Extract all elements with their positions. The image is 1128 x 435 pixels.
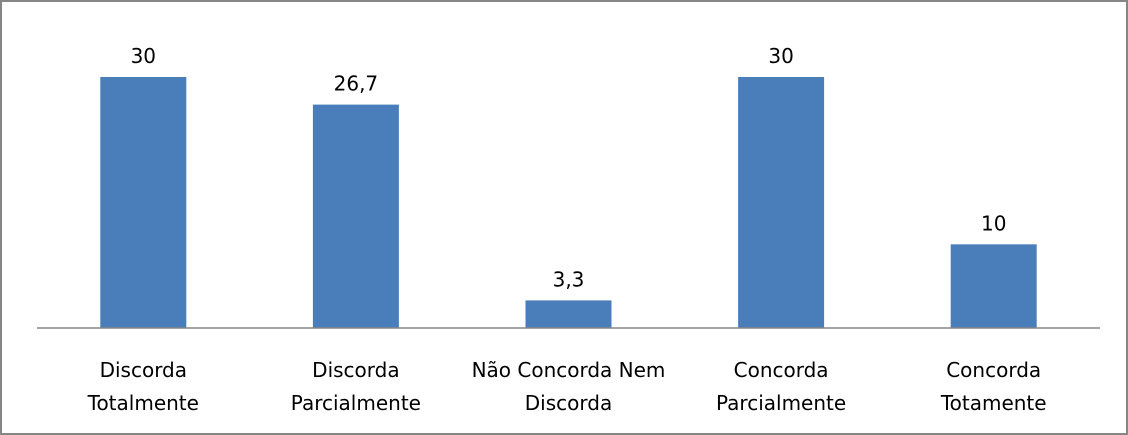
bars-layer <box>100 77 1037 328</box>
bar-2 <box>312 104 399 328</box>
category-label-2-line-1: Discorda <box>312 358 399 382</box>
category-labels-layer: Discorda Totalmente Discorda Parcialmente Nã… <box>87 358 1047 415</box>
bar-1 <box>100 77 187 328</box>
category-label-4-line-1: Concorda <box>734 358 829 382</box>
data-label-4: 30 <box>768 44 793 68</box>
value-labels-layer: 30 26,7 3,3 30 10 <box>131 44 1007 291</box>
bar-5 <box>950 244 1037 328</box>
data-label-1: 30 <box>131 44 156 68</box>
data-label-3: 3,3 <box>553 267 585 291</box>
category-label-4-line-2: Parcialmente <box>716 391 846 415</box>
category-label-5-line-1: Concorda <box>946 358 1041 382</box>
bar-4 <box>738 77 825 328</box>
category-label-2-line-2: Parcialmente <box>291 391 421 415</box>
category-label-1-line-2: Totalmente <box>87 391 199 415</box>
category-label-3-line-1: Não Concorda Nem <box>472 358 666 382</box>
category-label-1-line-1: Discorda <box>100 358 187 382</box>
data-label-5: 10 <box>981 211 1006 235</box>
data-label-2: 26,7 <box>334 72 379 96</box>
category-label-3-line-2: Discorda <box>525 391 612 415</box>
bar-3 <box>525 300 612 328</box>
category-label-5-line-2: Totamente <box>940 391 1047 415</box>
